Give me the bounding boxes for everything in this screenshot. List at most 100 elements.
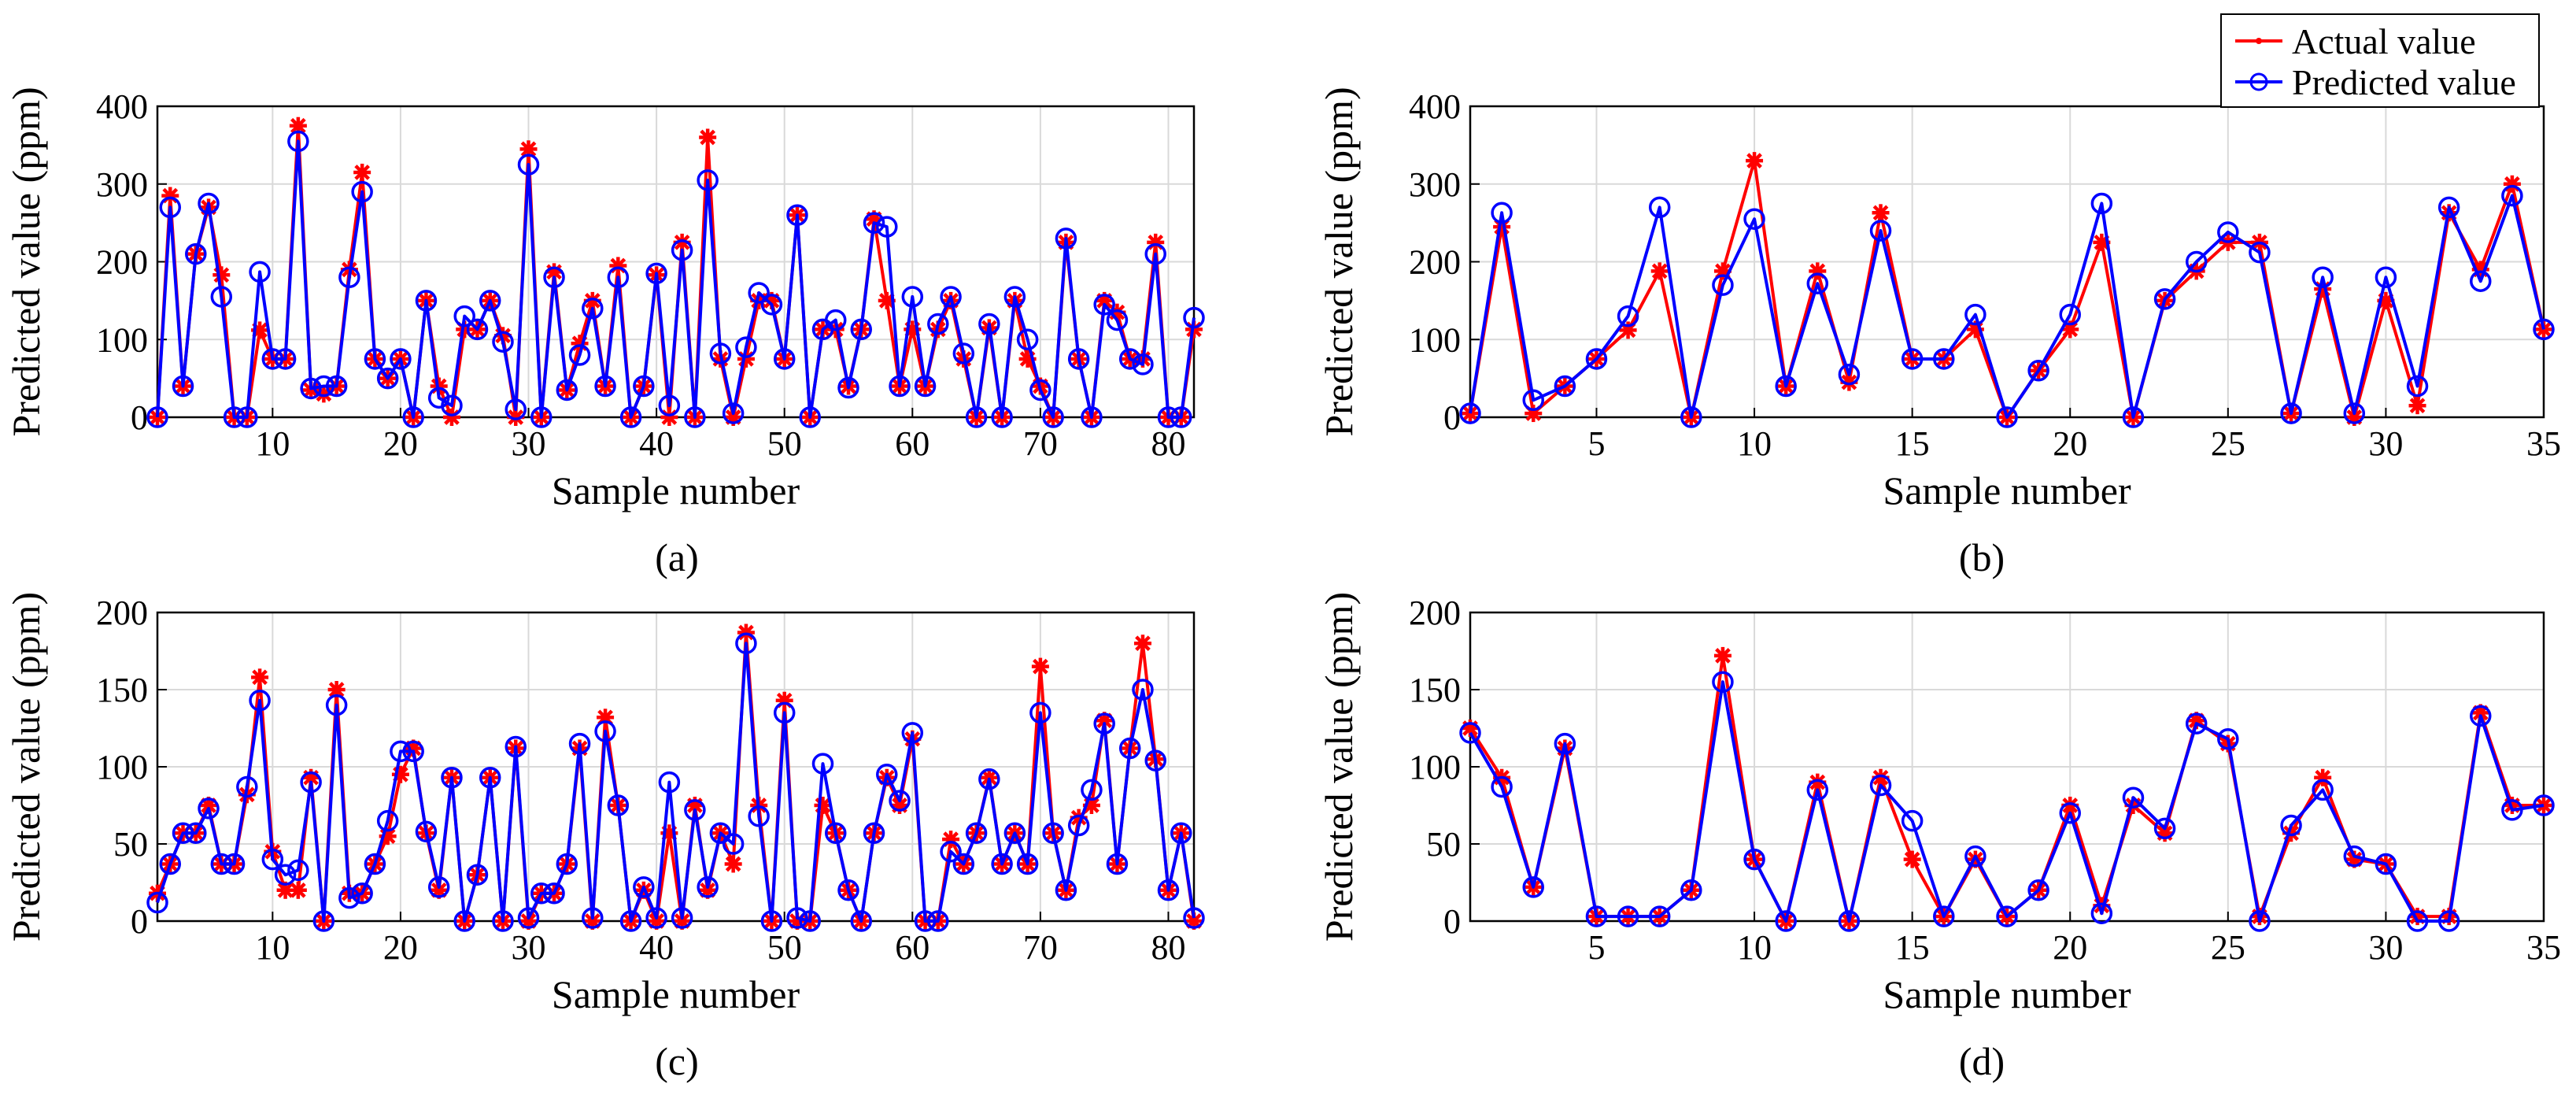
predicted-point: [504, 398, 527, 420]
x-tick-label: 10: [1737, 928, 1772, 967]
predicted-point: [658, 771, 681, 794]
x-tick-label: 20: [383, 928, 418, 967]
predicted-point: [645, 907, 667, 929]
predicted-point: [1170, 822, 1192, 845]
predicted-point: [492, 331, 514, 353]
actual-point: [519, 140, 538, 158]
predicted-point: [376, 809, 399, 832]
predicted-point: [2437, 910, 2460, 932]
predicted-point: [1901, 809, 1924, 832]
predicted-point: [2249, 241, 2271, 264]
predicted-point: [633, 876, 655, 898]
x-tick-label: 40: [639, 928, 674, 967]
predicted-point: [441, 394, 463, 416]
predicted-point: [633, 375, 655, 398]
y-axis-label: Predicted value (ppm): [1317, 87, 1361, 436]
star-stroke: [2409, 398, 2426, 414]
predicted-point: [2122, 786, 2145, 809]
predicted-point: [1157, 406, 1180, 428]
predicted-point: [415, 290, 438, 312]
predicted-point: [1964, 303, 1987, 326]
panel-c: 10 20 30 40 50 60 70 80 0 50 100 150 200 Sample numbe…: [4, 592, 1205, 1083]
panel-caption: (a): [655, 535, 699, 579]
predicted-point: [543, 882, 565, 905]
predicted-point: [811, 753, 834, 775]
predicted-point: [582, 298, 604, 320]
predicted-point: [619, 910, 642, 932]
predicted-point: [159, 853, 182, 875]
x-tick-label: 50: [767, 424, 802, 463]
predicted-point: [1491, 202, 1513, 224]
x-tick-label: 10: [1737, 424, 1772, 463]
x-tick-label: 50: [767, 928, 802, 967]
y-tick-label: 200: [1409, 594, 1461, 632]
star-stroke: [2062, 797, 2079, 813]
predicted-point: [2437, 196, 2460, 219]
predicted-point: [198, 797, 220, 820]
y-tick-label: 100: [1409, 748, 1461, 786]
predicted-point: [338, 266, 360, 288]
panel-d: 5 10 15 20 25 30 35 0 50 100 150 200 Sample number Pr…: [1317, 592, 2561, 1083]
x-tick-label: 70: [1023, 928, 1058, 967]
predicted-point: [1106, 853, 1129, 875]
predicted-point: [1901, 348, 1924, 370]
predicted-point: [1042, 406, 1064, 428]
predicted-point: [556, 379, 578, 401]
predicted-point: [722, 402, 745, 424]
actual-point: [699, 128, 717, 146]
predicted-point: [1016, 853, 1039, 875]
predicted-point: [2059, 303, 2081, 326]
predicted-point: [773, 701, 796, 724]
x-tick-label: 20: [2053, 928, 2087, 967]
predicted-point: [837, 879, 859, 901]
predicted-point: [671, 239, 693, 261]
y-tick-label: 0: [131, 398, 148, 437]
star-stroke: [1033, 658, 1048, 675]
predicted-point: [1838, 910, 1861, 932]
legend-actual-marker: [2256, 38, 2262, 44]
predicted-point: [799, 406, 821, 428]
predicted-point: [709, 342, 732, 364]
predicted-point: [2280, 814, 2302, 837]
predicted-point: [1459, 402, 1481, 424]
predicted-point: [1680, 879, 1702, 901]
y-tick-label: 300: [1409, 165, 1461, 204]
predicted-point: [415, 820, 438, 843]
actual-point: [1903, 850, 1921, 868]
predicted-point: [965, 406, 988, 428]
predicted-point: [1775, 375, 1797, 398]
predicted-point: [287, 130, 309, 153]
predicted-point: [556, 853, 578, 875]
predicted-point: [1933, 348, 1955, 370]
predicted-point: [1933, 905, 1955, 927]
predicted-point: [645, 262, 667, 285]
predicted-point: [1157, 879, 1180, 901]
actual-point: [1713, 646, 1732, 664]
predicted-point: [1775, 910, 1797, 932]
y-tick-label: 150: [1409, 671, 1461, 709]
predicted-point: [261, 848, 284, 871]
predicted-point: [236, 406, 258, 428]
predicted-point: [1491, 775, 1513, 798]
legend-predicted-label: Predicted value: [2292, 62, 2516, 102]
predicted-point: [889, 375, 911, 398]
x-tick-label: 10: [255, 424, 290, 463]
predicted-point: [1743, 208, 1765, 230]
predicted-point: [901, 286, 924, 308]
predicted-point: [2217, 727, 2239, 750]
predicted-point: [185, 242, 207, 265]
panel-a: 10 20 30 40 50 60 70 80 0 100 200 300 400 Sample numb…: [4, 87, 1205, 579]
x-tick-label: 15: [1895, 424, 1930, 463]
predicted-point: [1093, 294, 1115, 316]
predicted-point: [390, 348, 412, 370]
predicted-point: [1183, 306, 1205, 329]
predicted-point: [952, 853, 975, 875]
star-stroke: [213, 267, 230, 283]
predicted-point: [249, 689, 271, 712]
predicted-point: [1554, 732, 1576, 755]
predicted-point: [2185, 250, 2208, 273]
predicted-point: [479, 290, 501, 312]
x-tick-label: 35: [2526, 424, 2561, 463]
predicted-point: [402, 740, 424, 763]
